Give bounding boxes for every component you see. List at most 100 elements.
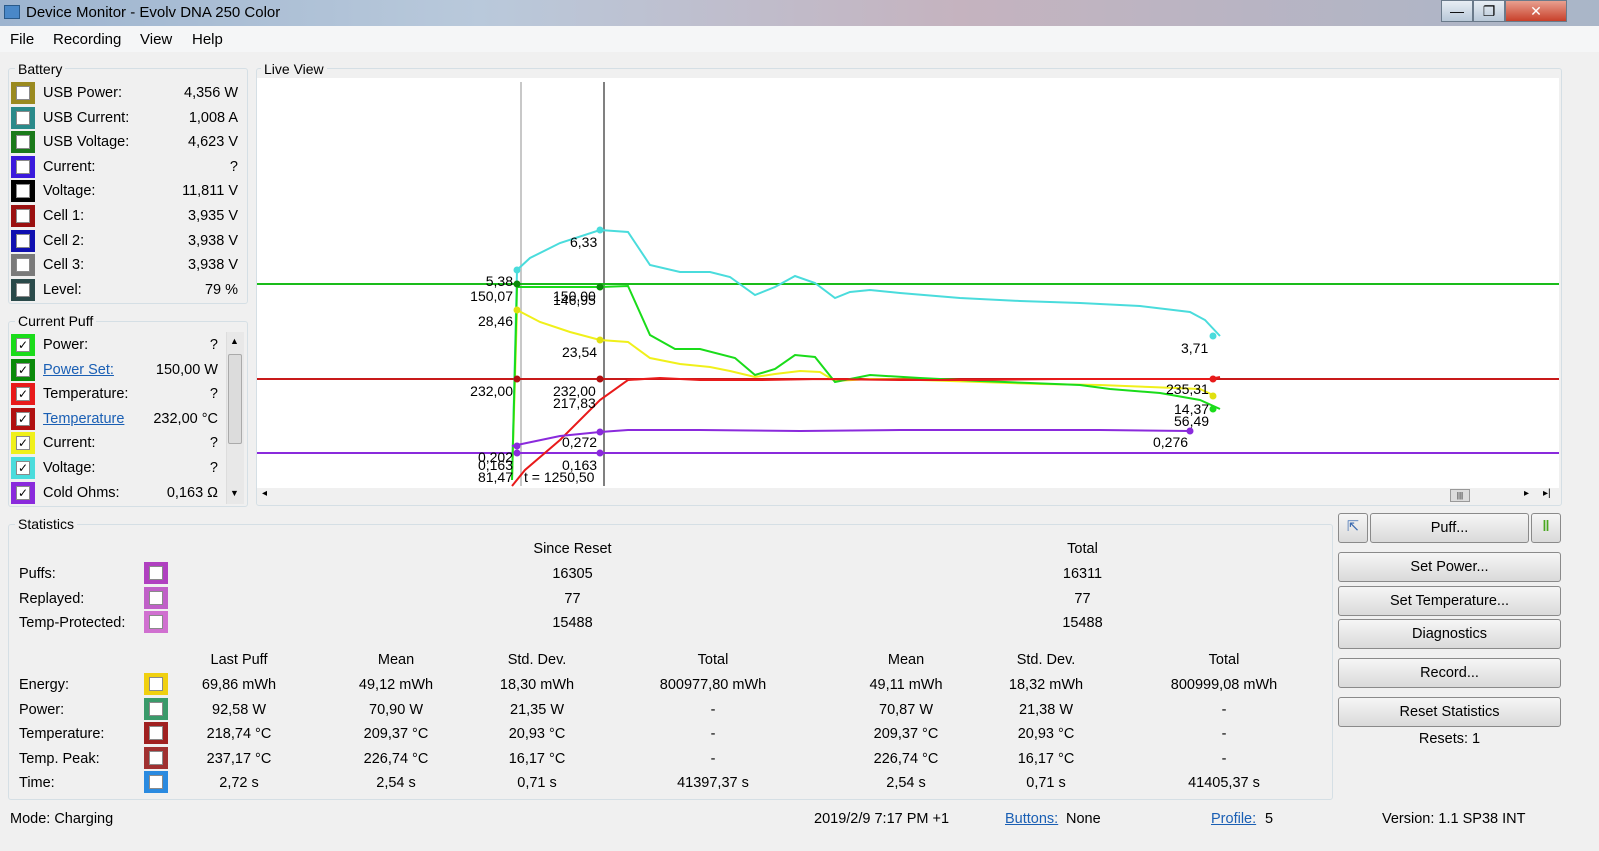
checkbox[interactable] — [149, 750, 163, 765]
current-end-marker — [1209, 392, 1217, 400]
stat-cell: 41397,37 s — [677, 775, 749, 791]
puff-series-toggle[interactable]: ✓ — [11, 358, 35, 381]
puff-value: 150,00 W — [155, 361, 218, 378]
close-button[interactable]: ✕ — [1505, 0, 1567, 22]
puff-label: Cold Ohms: — [43, 484, 120, 501]
scroll-down-icon[interactable]: ▼ — [230, 488, 239, 498]
live-view-chart[interactable]: 5,38 6,33 3,71 150,07 150,00 146,95 28,4… — [257, 78, 1559, 490]
stat-cell: 218,74 °C — [206, 726, 272, 742]
puff-series-toggle[interactable]: ✓ — [11, 481, 35, 504]
buttons-value: None — [1066, 811, 1101, 827]
diagnostics-button[interactable]: Diagnostics — [1338, 619, 1561, 649]
battery-series-toggle[interactable] — [11, 180, 35, 203]
stat-column-header: Total — [697, 652, 729, 668]
checkbox[interactable] — [149, 726, 163, 740]
stat-row-toggle[interactable] — [144, 771, 168, 793]
checkbox[interactable] — [149, 566, 163, 580]
mode-status: Mode: Charging — [10, 811, 114, 827]
battery-series-toggle[interactable] — [11, 155, 35, 178]
power-cursor-label: 146,95 — [553, 292, 596, 308]
scroll-right-icon[interactable]: ▸ — [1524, 488, 1530, 499]
puff-scrollbar-thumb[interactable] — [228, 354, 242, 444]
checkbox[interactable] — [16, 86, 30, 100]
puff-pause-button[interactable]: ‖ — [1531, 513, 1561, 543]
stat-count-toggle[interactable] — [144, 586, 168, 609]
stat-count-toggle[interactable] — [144, 611, 168, 633]
stat-row-label: Energy: — [19, 677, 69, 693]
battery-series-toggle[interactable] — [11, 82, 35, 104]
checkbox[interactable]: ✓ — [16, 411, 30, 426]
scroll-up-icon[interactable]: ▲ — [230, 336, 239, 346]
puff-link-label[interactable]: Temperature — [43, 410, 125, 427]
stat-count-toggle[interactable] — [144, 562, 168, 584]
power-end-marker — [1209, 405, 1217, 413]
checkbox[interactable] — [16, 209, 30, 223]
set-power-button[interactable]: Set Power... — [1338, 552, 1561, 582]
checkbox[interactable] — [16, 282, 30, 297]
cursor-time-label: t = 1250,50 — [524, 469, 595, 485]
checkbox[interactable] — [16, 258, 30, 273]
stat-row-toggle[interactable] — [144, 746, 168, 769]
chart-hscroll-thumb[interactable]: ||| — [1450, 489, 1470, 502]
current-puff-title: Current Puff — [15, 313, 97, 329]
checkbox[interactable]: ✓ — [16, 362, 30, 377]
checkbox[interactable] — [16, 184, 30, 199]
record-button[interactable]: Record... — [1338, 658, 1561, 688]
battery-series-toggle[interactable] — [11, 131, 35, 154]
puff-value: 232,00 °C — [153, 410, 218, 427]
since-reset-header: Since Reset — [533, 541, 612, 557]
stat-cell: 800999,08 mWh — [1170, 677, 1278, 693]
checkbox[interactable] — [16, 233, 30, 248]
maximize-button[interactable]: ❐ — [1473, 0, 1505, 22]
checkbox[interactable] — [149, 615, 163, 629]
puff-series-toggle[interactable]: ✓ — [11, 407, 35, 430]
puff-options-button[interactable]: ⇱ — [1338, 513, 1368, 543]
checkbox[interactable] — [149, 701, 163, 716]
menu-recording[interactable]: Recording — [53, 31, 122, 48]
stat-row-toggle[interactable] — [144, 697, 168, 720]
battery-series-toggle[interactable] — [11, 106, 35, 129]
scroll-end-icon[interactable]: ▸| — [1543, 488, 1551, 499]
set-temperature-button[interactable]: Set Temperature... — [1338, 586, 1561, 616]
chart-hscrollbar[interactable] — [257, 488, 1559, 504]
checkbox[interactable]: ✓ — [16, 387, 30, 402]
checkbox[interactable]: ✓ — [16, 461, 30, 475]
stat-column-header: Std. Dev. — [507, 652, 567, 668]
stat-row-toggle[interactable] — [144, 673, 168, 695]
battery-series-toggle[interactable] — [11, 229, 35, 252]
checkbox[interactable] — [16, 135, 30, 150]
checkbox[interactable] — [16, 110, 30, 125]
stat-cell: 209,37 °C — [363, 726, 429, 742]
checkbox[interactable] — [149, 590, 163, 605]
puff-series-toggle[interactable]: ✓ — [11, 457, 35, 479]
checkbox[interactable]: ✓ — [16, 436, 30, 451]
puff-series-toggle[interactable]: ✓ — [11, 432, 35, 455]
battery-series-toggle[interactable] — [11, 278, 35, 301]
temperature-series — [511, 376, 1221, 487]
stat-count-label: Replayed: — [19, 590, 85, 607]
battery-series-toggle[interactable] — [11, 254, 35, 277]
menu-help[interactable]: Help — [192, 31, 223, 48]
puff-link-label[interactable]: Power Set: — [43, 361, 114, 378]
scroll-left-icon[interactable]: ◂ — [262, 488, 268, 499]
checkbox[interactable]: ✓ — [16, 338, 30, 352]
battery-value: 3,938 V — [188, 232, 238, 249]
menu-file[interactable]: File — [10, 31, 35, 48]
power-start-label: 150,07 — [470, 288, 513, 304]
puff-label: Power: — [43, 337, 89, 353]
checkbox[interactable] — [16, 159, 30, 174]
buttons-link[interactable]: Buttons: — [1005, 811, 1059, 827]
reset-statistics-button[interactable]: Reset Statistics — [1338, 697, 1561, 727]
menu-view[interactable]: View — [140, 31, 173, 48]
profile-link[interactable]: Profile: — [1211, 811, 1257, 827]
stat-row-toggle[interactable] — [144, 722, 168, 744]
battery-series-toggle[interactable] — [11, 205, 35, 227]
checkbox[interactable] — [149, 677, 163, 691]
minimize-button[interactable]: — — [1441, 0, 1473, 22]
puff-series-toggle[interactable]: ✓ — [11, 334, 35, 356]
checkbox[interactable] — [149, 775, 163, 789]
voltage-end-label: 3,71 — [1181, 340, 1208, 356]
puff-series-toggle[interactable]: ✓ — [11, 383, 35, 406]
puff-button[interactable]: Puff... — [1370, 513, 1529, 543]
checkbox[interactable]: ✓ — [16, 485, 30, 500]
